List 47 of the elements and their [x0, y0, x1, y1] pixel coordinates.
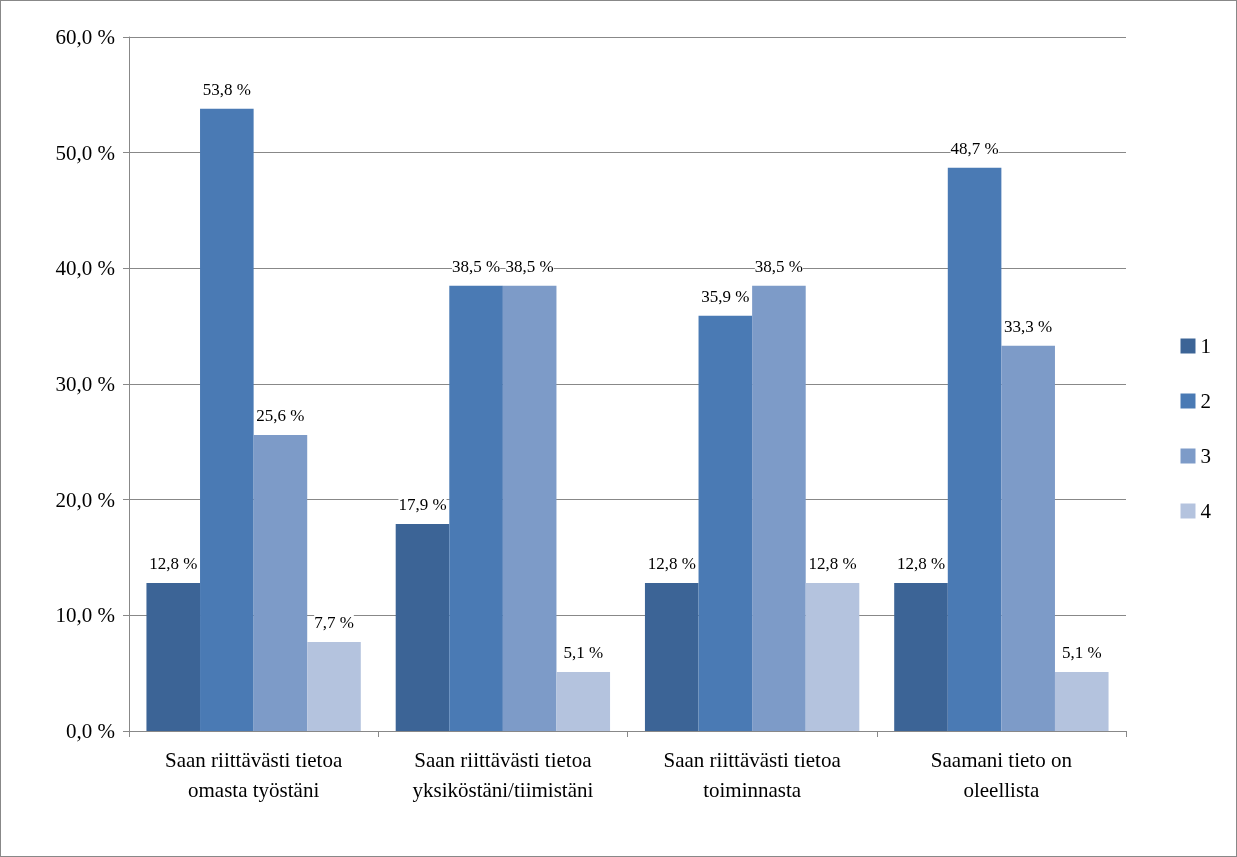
bar [146, 582, 201, 731]
x-tick-label: Saan riittävästi tietoa omasta työstäni [164, 748, 343, 802]
y-tick-label: 40,0 % [55, 256, 115, 281]
bar [947, 167, 1002, 731]
data-label: 12,8 % [647, 553, 696, 573]
y-tick-label: 10,0 % [55, 603, 115, 628]
bar [395, 523, 450, 731]
legend-label: 3 [1200, 444, 1211, 468]
data-label: 12,8 % [896, 553, 946, 573]
data-label: 38,5 % [451, 256, 501, 276]
bar [307, 641, 361, 731]
bar [752, 285, 806, 731]
bar [1001, 345, 1055, 731]
data-label: 25,6 % [256, 405, 305, 425]
x-tick-label: Saan riittävästi tietoa toiminnasta [663, 748, 842, 802]
data-label: 48,7 % [950, 138, 999, 158]
bar [644, 582, 699, 731]
y-tick-label: 60,0 % [55, 25, 115, 49]
y-tick-label: 20,0 % [55, 487, 115, 512]
data-label: 5,1 % [1061, 643, 1102, 663]
data-label: 5,1 % [563, 643, 604, 663]
bar [805, 582, 860, 731]
y-tick-label: 0,0 % [66, 719, 115, 743]
bar [556, 672, 611, 731]
bar [698, 315, 753, 731]
y-tick-label: 50,0 % [55, 140, 115, 165]
bar [894, 582, 948, 731]
bar [449, 285, 503, 731]
bar [1054, 672, 1109, 731]
legend-label: 4 [1200, 499, 1212, 523]
data-label: 12,8 % [808, 553, 857, 573]
data-label: 33,3 % [1004, 316, 1053, 336]
y-tick-label: 30,0 % [55, 372, 115, 396]
bar [253, 434, 308, 731]
data-label: 12,8 % [149, 553, 198, 573]
data-label: 53,8 % [202, 79, 251, 99]
data-label: 35,9 % [701, 286, 750, 306]
data-label: 17,9 % [398, 494, 447, 514]
data-label: 38,5 % [505, 256, 554, 276]
data-label: 38,5 % [754, 256, 804, 276]
bar [502, 285, 557, 731]
legend-label: 2 [1200, 389, 1211, 413]
data-label: 7,7 % [314, 612, 354, 632]
x-tick-label: Saamani tieto on oleellista [930, 748, 1073, 802]
bar [200, 108, 254, 731]
x-tick-label: Saan riittävästi tietoa yksiköstäni/tiimistäni [412, 748, 594, 802]
legend-label: 1 [1200, 334, 1211, 358]
